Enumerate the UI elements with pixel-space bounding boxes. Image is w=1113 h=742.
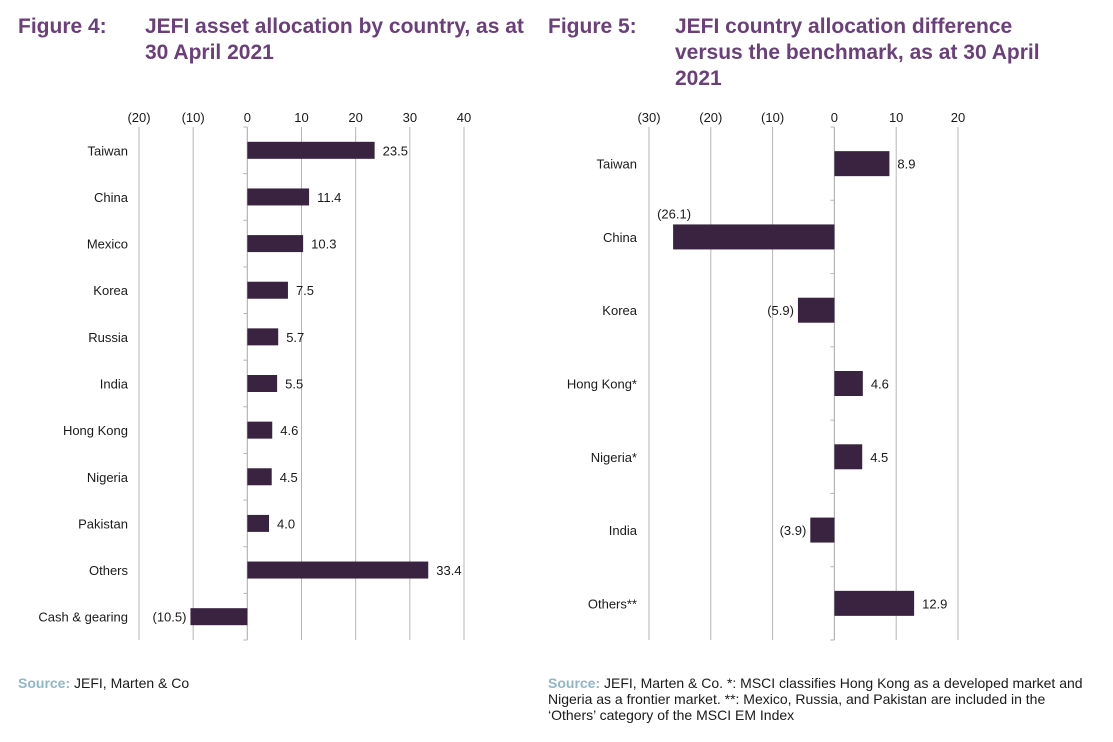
data-label: 5.7 [286,330,304,345]
x-tick-label: 20 [348,110,362,125]
category-label: Nigeria* [591,450,637,465]
data-label: 7.5 [296,283,314,298]
data-label: (5.9) [767,303,794,318]
category-label: Cash & gearing [38,610,128,625]
data-label: 4.6 [871,377,889,392]
data-label: 11.4 [317,190,341,205]
category-label: Korea [93,283,128,298]
bar [247,468,272,486]
category-label: India [609,523,638,538]
category-label: Taiwan [597,157,637,172]
x-tick-label: (20) [127,110,150,125]
x-tick-label: 40 [457,110,471,125]
category-label: Mexico [87,237,128,252]
figure-4-source-label: Source: [18,675,71,691]
figure-5-title-text: JEFI country allocation difference versu… [675,15,1040,90]
bar [834,151,890,177]
bar [247,141,375,159]
category-label: Pakistan [78,516,128,531]
figure-4-source-text: JEFI, Marten & Co [70,675,190,691]
x-tick-label: (20) [699,110,722,125]
figure-5-label: Figure 5: [548,15,637,38]
category-label: Others** [588,596,637,611]
x-tick-label: 0 [244,110,251,125]
bar [797,297,835,323]
category-label: Others [89,563,129,578]
x-tick-label: (10) [182,110,205,125]
category-label: Hong Kong [63,423,128,438]
data-label: (3.9) [780,523,807,538]
bar [247,235,304,253]
data-label: (26.1) [657,206,691,221]
x-tick-label: (10) [761,110,784,125]
category-label: India [100,377,129,392]
category-label: Taiwan [88,143,128,158]
figure-5-source-text: JEFI, Marten & Co. *: MSCI classifies Ho… [548,675,1083,723]
x-tick-label: 30 [403,110,417,125]
category-label: China [603,230,638,245]
data-label: 4.5 [870,450,888,465]
bar [190,608,248,626]
figure-5-source-label: Source: [548,675,601,691]
category-label: Korea [602,303,637,318]
data-label: 10.3 [311,237,336,252]
bar [247,375,278,392]
data-label: 33.4 [436,563,461,578]
bar [247,281,288,299]
category-label: China [94,190,129,205]
bar [247,328,279,346]
bar [247,421,273,439]
bar [247,514,269,532]
bar [834,590,915,616]
data-label: 23.5 [383,143,408,158]
figure-4-title-text: JEFI asset allocation by country, as at … [145,15,524,64]
figure-4-source: Source: JEFI, Marten & Co [18,675,189,691]
x-tick-label: 10 [294,110,308,125]
x-tick-label: (30) [637,110,660,125]
data-label: (10.5) [152,610,186,625]
figure-4-label: Figure 4: [18,15,107,38]
x-tick-label: 0 [831,110,838,125]
category-label: Nigeria [87,470,129,485]
data-label: 4.0 [277,516,295,531]
data-label: 4.5 [280,470,298,485]
x-tick-label: 10 [889,110,903,125]
category-label: Russia [88,330,129,345]
bar [247,561,429,579]
data-label: 4.6 [280,423,298,438]
x-tick-label: 20 [951,110,965,125]
bar [834,371,863,396]
bar [247,188,310,206]
figure-5-source: Source: JEFI, Marten & Co. *: MSCI class… [548,675,1088,723]
category-label: Hong Kong* [567,377,637,392]
data-label: 8.9 [897,157,915,172]
data-label: 12.9 [922,596,947,611]
bar [673,224,835,250]
bar [810,517,835,543]
data-label: 5.5 [285,377,303,392]
bar [834,444,863,470]
